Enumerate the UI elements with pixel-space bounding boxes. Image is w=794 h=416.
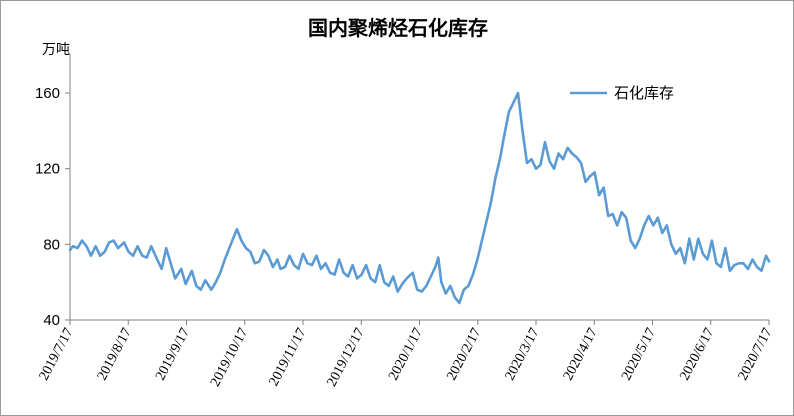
x-tick-label: 2019/12/17 (325, 326, 368, 389)
legend-label: 石化库存 (614, 84, 674, 102)
x-tick-label: 2019/11/17 (267, 326, 310, 389)
y-tick-label: 120 (35, 161, 60, 178)
y-axis-unit-label: 万吨 (42, 42, 70, 58)
y-tick-label: 80 (43, 236, 60, 253)
x-tick-label: 2020/6/17 (677, 326, 717, 383)
y-tick-label: 160 (35, 85, 60, 102)
legend: 石化库存 (570, 84, 674, 102)
chart-title: 国内聚烯烃石化库存 (308, 16, 488, 40)
x-axis-ticks: 2019/7/17 2019/8/17 2019/9/17 2019/10/17 201… (37, 320, 776, 389)
series-line-shihua-kucun (68, 91, 771, 305)
x-tick-label: 2019/8/17 (95, 326, 135, 383)
x-tick-label: 2020/1/17 (386, 326, 426, 383)
y-axis-ticks: 40 80 120 160 (35, 85, 70, 329)
x-tick-label: 2020/2/17 (444, 326, 484, 383)
y-tick-label: 40 (43, 312, 60, 329)
x-tick-label: 2019/10/17 (208, 326, 251, 389)
x-tick-label: 2019/7/17 (37, 326, 77, 383)
x-tick-label: 2020/3/17 (503, 326, 543, 383)
x-tick-label: 2020/4/17 (561, 326, 601, 383)
x-tick-label: 2020/5/17 (619, 326, 659, 383)
x-tick-label: 2019/9/17 (153, 326, 193, 383)
x-tick-label: 2020/7/17 (736, 326, 776, 383)
